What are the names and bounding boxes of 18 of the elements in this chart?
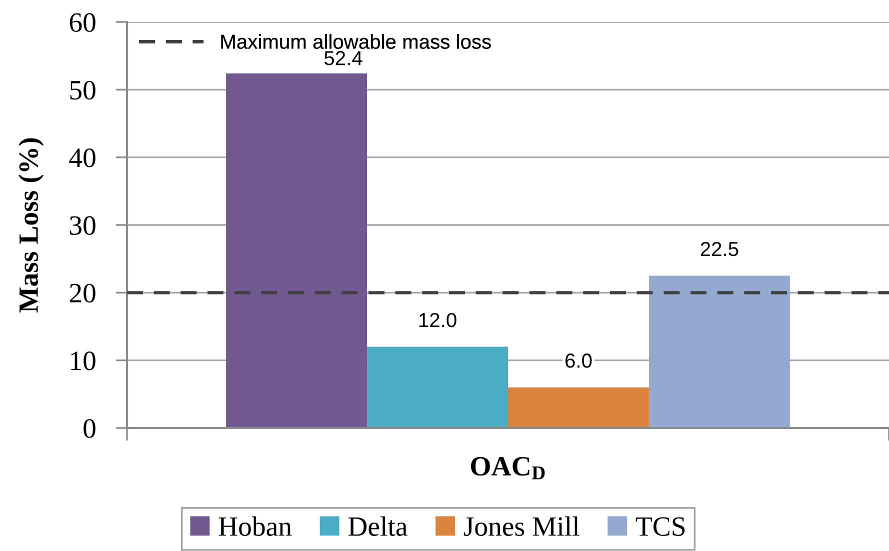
data-label: 6.0 [566,354,592,368]
y-tick-label: 30 [70,216,96,235]
y-tick-label: 60 [70,13,96,32]
data-label: 52.4 [324,51,362,66]
legend-label: Hoban [218,516,292,536]
y-tick-label: 20 [70,284,96,303]
y-tick-label: 50 [70,80,96,100]
legend-label: Maximum allowable mass loss [221,34,491,49]
y-tick-label: 40 [69,148,96,168]
legend-label: TCS [636,517,685,536]
y-tick-label: 10 [71,352,96,370]
x-axis-title: OAC$_{D}$ [471,456,545,480]
legend-label: Jones Mill [464,516,580,536]
legend-label: Delta [348,516,408,536]
data-label: 22.5 [700,242,738,256]
data-label: 12.0 [419,312,456,328]
y-tick-label: 0 [84,419,96,438]
y-axis-title: Mass Loss (%) [18,138,44,312]
